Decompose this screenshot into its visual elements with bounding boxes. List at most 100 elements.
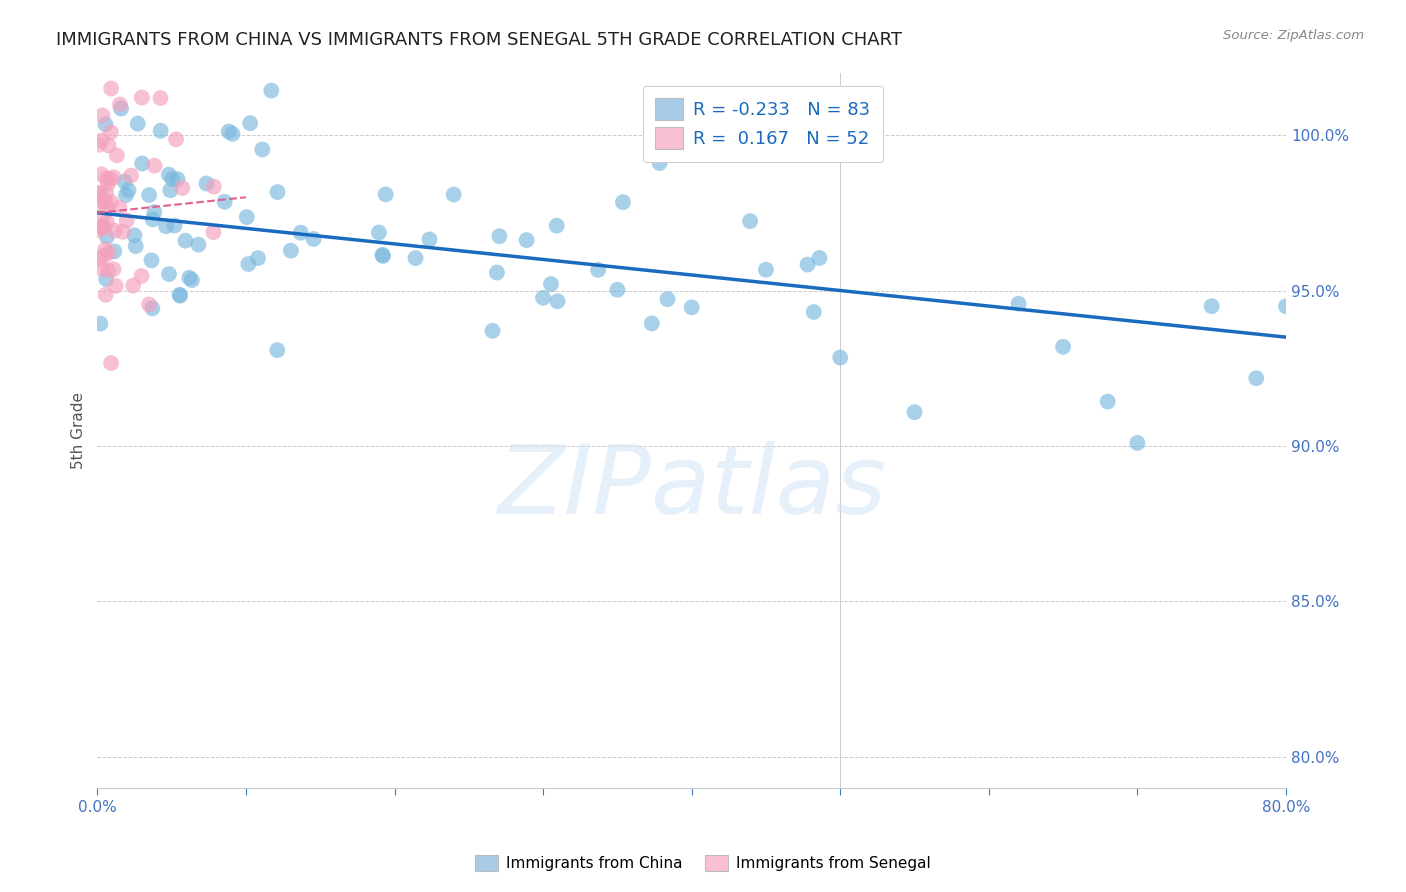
Point: [87, 193, 110, 207]
Point: [104, 224, 127, 238]
Point: [418, 232, 440, 246]
Text: Source: ZipAtlas.com: Source: ZipAtlas.com: [1223, 29, 1364, 42]
Point: [124, 228, 146, 243]
Point: [485, 266, 508, 280]
Point: [740, 214, 762, 228]
Point: [169, 288, 191, 302]
Point: [100, 125, 122, 139]
Point: [481, 324, 503, 338]
Point: [187, 237, 209, 252]
Point: [903, 405, 925, 419]
Point: [100, 356, 122, 370]
Point: [97, 263, 120, 277]
Point: [531, 291, 554, 305]
Point: [131, 268, 153, 283]
Point: [125, 239, 148, 253]
Point: [195, 177, 218, 191]
Point: [96, 200, 118, 214]
Point: [97, 177, 120, 191]
Point: [114, 175, 136, 189]
Point: [94, 243, 117, 257]
Point: [165, 132, 187, 146]
Point: [246, 251, 269, 265]
Point: [371, 248, 394, 262]
Point: [546, 219, 568, 233]
Point: [90, 261, 112, 276]
Point: [91, 109, 114, 123]
Point: [94, 194, 117, 209]
Point: [166, 172, 188, 186]
Text: ZIPatlas: ZIPatlas: [498, 441, 886, 534]
Point: [91, 193, 114, 207]
Point: [100, 194, 122, 209]
Point: [141, 253, 163, 268]
Point: [681, 301, 703, 315]
Point: [122, 278, 145, 293]
Point: [796, 258, 818, 272]
Point: [93, 207, 115, 221]
Point: [755, 262, 778, 277]
Point: [87, 137, 110, 152]
Point: [131, 90, 153, 104]
Point: [100, 81, 122, 95]
Point: [131, 156, 153, 170]
Point: [157, 267, 180, 281]
Point: [149, 91, 172, 105]
Point: [371, 249, 394, 263]
Point: [1097, 394, 1119, 409]
Point: [89, 186, 111, 200]
Point: [214, 194, 236, 209]
Point: [586, 263, 609, 277]
Point: [221, 127, 243, 141]
Point: [89, 317, 111, 331]
Point: [96, 272, 118, 286]
Point: [91, 220, 114, 235]
Point: [163, 219, 186, 233]
Point: [374, 187, 396, 202]
Legend: R = -0.233   N = 83, R =  0.167   N = 52: R = -0.233 N = 83, R = 0.167 N = 52: [643, 86, 883, 162]
Point: [488, 229, 510, 244]
Point: [1275, 299, 1298, 313]
Point: [96, 215, 118, 229]
Point: [808, 251, 831, 265]
Point: [110, 102, 132, 116]
Point: [1126, 436, 1149, 450]
Point: [108, 97, 131, 112]
Point: [266, 185, 288, 199]
Point: [138, 297, 160, 311]
Point: [159, 183, 181, 197]
Point: [117, 183, 139, 197]
Point: [260, 84, 283, 98]
Point: [103, 262, 125, 277]
Point: [302, 232, 325, 246]
Point: [127, 117, 149, 131]
Point: [96, 229, 118, 244]
Point: [90, 219, 112, 234]
Point: [218, 124, 240, 138]
Point: [115, 188, 138, 202]
Point: [98, 171, 121, 186]
Point: [143, 159, 166, 173]
Point: [87, 186, 110, 201]
Point: [179, 270, 201, 285]
Point: [104, 278, 127, 293]
Point: [115, 213, 138, 227]
Point: [90, 167, 112, 181]
Point: [648, 156, 671, 170]
Point: [141, 301, 163, 316]
Point: [93, 249, 115, 263]
Point: [239, 116, 262, 130]
Point: [202, 225, 225, 239]
Point: [368, 226, 391, 240]
Point: [162, 172, 184, 186]
Text: IMMIGRANTS FROM CHINA VS IMMIGRANTS FROM SENEGAL 5TH GRADE CORRELATION CHART: IMMIGRANTS FROM CHINA VS IMMIGRANTS FROM…: [56, 31, 903, 49]
Point: [169, 287, 191, 301]
Point: [612, 195, 634, 210]
Point: [97, 245, 120, 260]
Point: [97, 138, 120, 153]
Point: [202, 179, 225, 194]
Point: [149, 124, 172, 138]
Point: [547, 294, 569, 309]
Point: [1007, 296, 1029, 310]
Point: [96, 171, 118, 186]
